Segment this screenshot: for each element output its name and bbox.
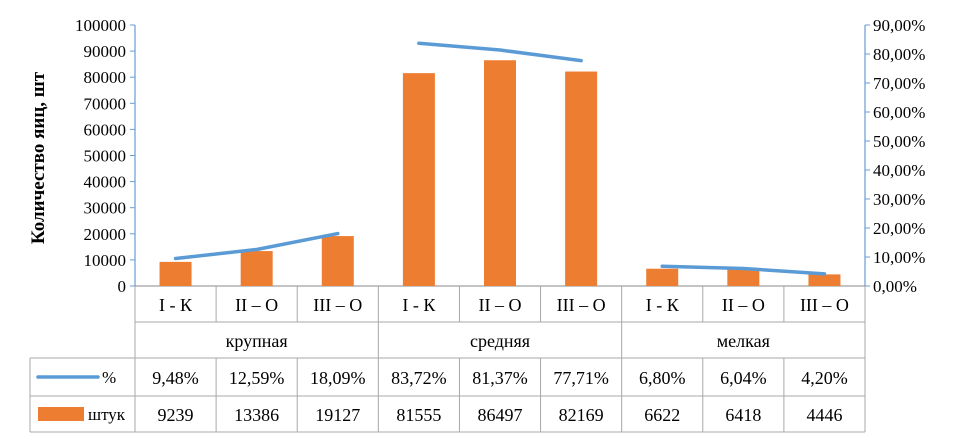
group-label: крупная	[226, 331, 288, 351]
data-label: 86497	[478, 405, 523, 425]
bar	[240, 251, 273, 286]
right-tick-label: 20,00%	[873, 219, 925, 238]
left-tick-label: 40000	[84, 173, 127, 192]
data-label: 6418	[725, 405, 761, 425]
data-label: 9239	[158, 405, 194, 425]
left-tick-label: 80000	[84, 68, 127, 87]
legend-label: %	[102, 368, 116, 387]
category-label: III – О	[313, 295, 362, 315]
left-tick-label: 30000	[84, 199, 127, 218]
right-tick-label: 70,00%	[873, 74, 925, 93]
data-label: 6622	[644, 405, 680, 425]
data-label: 6,04%	[720, 368, 767, 388]
data-label: 18,09%	[310, 368, 366, 388]
tick-labels: 0 10000 20000 30000 40000 50000 60000 70000 8000…	[75, 16, 925, 296]
line-series	[173, 41, 827, 276]
bar-series	[159, 60, 841, 286]
data-label: 13386	[234, 405, 279, 425]
data-label: 9,48%	[152, 368, 199, 388]
right-tick-label: 80,00%	[873, 45, 925, 64]
left-tick-label: 0	[118, 277, 127, 296]
category-label: I - К	[159, 295, 193, 315]
category-label: I - К	[646, 295, 680, 315]
y-axis-title: Количество яиц, шт	[28, 71, 49, 244]
right-tick-label: 90,00%	[873, 16, 925, 35]
line-series-segment	[417, 41, 583, 63]
category-label: II – О	[235, 295, 278, 315]
left-tick-label: 20000	[84, 225, 127, 244]
left-tick-label: 50000	[84, 147, 127, 166]
category-label: III – О	[557, 295, 606, 315]
bar	[727, 269, 760, 286]
left-tick-label: 10000	[84, 251, 127, 270]
right-tick-label: 10,00%	[873, 248, 925, 267]
category-label: I - К	[402, 295, 436, 315]
group-label: мелкая	[717, 331, 770, 351]
data-label: 77,71%	[553, 368, 609, 388]
right-tick-label: 30,00%	[873, 190, 925, 209]
category-label: II – О	[722, 295, 765, 315]
category-label: III – О	[800, 295, 849, 315]
left-tick-label: 100000	[75, 16, 126, 35]
data-label: 6,80%	[639, 368, 686, 388]
data-label: 83,72%	[391, 368, 447, 388]
left-tick-label: 60000	[84, 120, 127, 139]
bar	[808, 274, 841, 286]
data-table: I - К II – О III – О I - К II – О III – О I - …	[29, 286, 866, 433]
left-tick-label: 70000	[84, 94, 127, 113]
right-tick-label: 0,00%	[873, 277, 917, 296]
bar	[321, 236, 354, 286]
right-tick-label: 50,00%	[873, 132, 925, 151]
bar	[565, 71, 598, 286]
bar	[646, 268, 679, 286]
right-tick-label: 40,00%	[873, 161, 925, 180]
bar	[402, 73, 435, 286]
right-tick-label: 60,00%	[873, 103, 925, 122]
data-label: 81,37%	[472, 368, 528, 388]
left-tick-label: 90000	[84, 42, 127, 61]
data-label: 12,59%	[229, 368, 285, 388]
category-label: II – О	[479, 295, 522, 315]
legend-label: штук	[88, 405, 126, 424]
bar	[484, 60, 516, 286]
group-label: средняя	[470, 331, 530, 351]
data-label: 19127	[315, 405, 360, 425]
data-label: 81555	[396, 405, 441, 425]
legend-key-bar	[38, 407, 84, 421]
data-label: 82169	[559, 405, 604, 425]
data-label: 4446	[806, 405, 842, 425]
data-label: 4,20%	[801, 368, 848, 388]
bar	[159, 261, 192, 286]
